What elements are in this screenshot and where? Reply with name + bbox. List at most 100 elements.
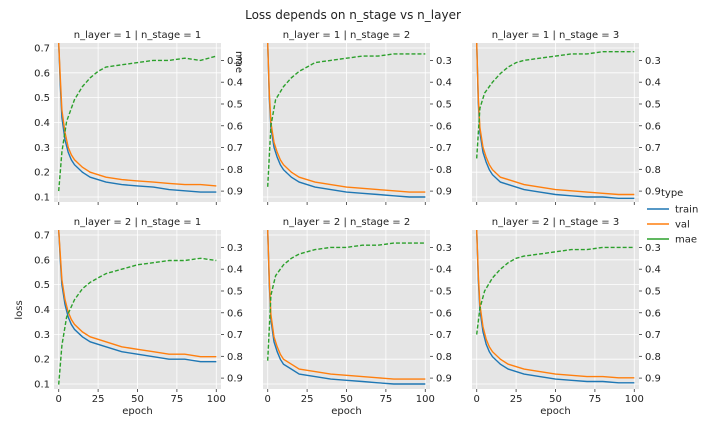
series-line-train (58, 230, 217, 363)
x-tick-label: 25 (301, 394, 314, 405)
y-tick-label: 0.6 (34, 68, 50, 79)
series-line-mae (476, 51, 635, 159)
series-line-mae (58, 55, 217, 192)
y2-tick-label: 0.9 (436, 187, 452, 198)
facet-panel: n_layer = 2 | n_stage = 1 0.1 0.2 0.3 0.4 0.5… (34, 217, 243, 417)
x-tick-label: 25 (510, 394, 523, 405)
y2-tick-label: 0.5 (645, 99, 661, 110)
series-line-val (476, 230, 635, 379)
x-tick-label: 0 (265, 394, 271, 405)
y2-tick-label: 0.4 (436, 265, 452, 276)
legend-label-mae: mae (675, 235, 697, 246)
y2-tick-label: 0.5 (227, 286, 243, 297)
y2-tick-label: 0.9 (227, 374, 243, 385)
x-tick-label: 100 (207, 394, 226, 405)
x-tick-label: 0 (56, 394, 62, 405)
y2-tick-label: 0.6 (645, 308, 661, 319)
y2-tick-label: 0.7 (645, 330, 661, 341)
facet-panel: n_layer = 1 | n_stage = 3 0.3 0.4 0.5 0.6 0.7… (472, 30, 661, 205)
y2-tick-label: 0.7 (436, 143, 452, 154)
facet-title: n_layer = 2 | n_stage = 1 (74, 217, 201, 228)
y2-tick-label: 0.9 (436, 374, 452, 385)
series-line-val (476, 43, 635, 196)
series-line-mae (58, 257, 217, 385)
x-tick-label: 25 (92, 394, 105, 405)
legend-label-val: val (675, 220, 690, 231)
y-tick-label: 0.3 (34, 143, 50, 154)
y2-tick-label: 0.3 (227, 56, 243, 67)
y-tick-label: 0.1 (34, 380, 50, 391)
series-line-val (58, 230, 217, 358)
y2-tick-label: 0.8 (436, 352, 452, 363)
series-line-val (267, 230, 426, 380)
legend-label-train: train (675, 205, 698, 216)
y2-tick-label: 0.3 (436, 56, 452, 67)
y2-tick-label: 0.9 (645, 374, 661, 385)
y2-tick-label: 0.4 (645, 265, 661, 276)
x-tick-label: 100 (416, 394, 435, 405)
y2-tick-label: 0.5 (436, 99, 452, 110)
series-line-mae (267, 242, 426, 361)
x-tick-label: 0 (474, 394, 480, 405)
y2-tick-label: 0.6 (227, 121, 243, 132)
right-axis-label: mae (233, 51, 244, 73)
y2-tick-label: 0.6 (227, 308, 243, 319)
series-line-train (267, 43, 426, 198)
y2-tick-label: 0.4 (227, 78, 243, 89)
y-tick-label: 0.4 (34, 305, 50, 316)
y2-tick-label: 0.5 (227, 99, 243, 110)
y2-tick-label: 0.3 (436, 243, 452, 254)
facet-title: n_layer = 2 | n_stage = 2 (283, 217, 410, 228)
y2-tick-label: 0.4 (645, 78, 661, 89)
y2-tick-label: 0.9 (227, 187, 243, 198)
y2-tick-label: 0.6 (436, 308, 452, 319)
legend-title: type (661, 188, 683, 199)
y2-tick-label: 0.8 (645, 352, 661, 363)
legend: type train val mae (647, 188, 698, 246)
series-line-mae (476, 246, 635, 335)
x-axis-label: epoch (540, 406, 570, 417)
y2-tick-label: 0.4 (436, 78, 452, 89)
facet-title: n_layer = 1 | n_stage = 3 (492, 30, 619, 41)
x-tick-label: 50 (549, 394, 562, 405)
series-line-val (267, 43, 426, 193)
y-tick-label: 0.5 (34, 280, 50, 291)
y2-tick-label: 0.5 (436, 286, 452, 297)
series-line-val (58, 43, 217, 187)
facet-title: n_layer = 1 | n_stage = 2 (283, 30, 410, 41)
x-axis-label: epoch (122, 406, 152, 417)
x-axis-label: epoch (331, 406, 361, 417)
x-tick-label: 75 (589, 394, 602, 405)
y-tick-label: 0.7 (34, 43, 50, 54)
y2-tick-label: 0.6 (436, 121, 452, 132)
y-tick-label: 0.4 (34, 118, 50, 129)
y2-tick-label: 0.5 (645, 286, 661, 297)
y2-tick-label: 0.8 (645, 165, 661, 176)
y2-tick-label: 0.9 (645, 187, 661, 198)
y-tick-label: 0.3 (34, 330, 50, 341)
y-tick-label: 0.7 (34, 230, 50, 241)
y2-tick-label: 0.8 (436, 165, 452, 176)
y2-tick-label: 0.3 (227, 243, 243, 254)
y-tick-label: 0.2 (34, 355, 50, 366)
y2-tick-label: 0.7 (436, 330, 452, 341)
y-tick-label: 0.2 (34, 168, 50, 179)
x-tick-label: 50 (131, 394, 144, 405)
facet-title: n_layer = 2 | n_stage = 3 (492, 217, 619, 228)
y2-tick-label: 0.8 (227, 165, 243, 176)
facet-grid: n_layer = 1 | n_stage = 1 0.1 0.2 0.3 0.4 0.5… (34, 30, 661, 417)
series-line-train (476, 43, 635, 199)
series-line-train (58, 43, 217, 193)
y-axis-label: loss (14, 300, 25, 319)
facet-panel: n_layer = 2 | n_stage = 3 0.3 0.4 0.5 0.6 0.7… (472, 217, 661, 417)
y2-tick-label: 0.8 (227, 352, 243, 363)
x-tick-label: 100 (625, 394, 644, 405)
y-tick-label: 0.1 (34, 193, 50, 204)
y2-tick-label: 0.6 (645, 121, 661, 132)
series-line-mae (267, 53, 426, 187)
y2-tick-label: 0.7 (227, 143, 243, 154)
facet-panel: n_layer = 2 | n_stage = 2 0.3 0.4 0.5 0.6 0.7… (263, 217, 452, 417)
x-tick-label: 75 (380, 394, 393, 405)
facet-title: n_layer = 1 | n_stage = 1 (74, 30, 201, 41)
